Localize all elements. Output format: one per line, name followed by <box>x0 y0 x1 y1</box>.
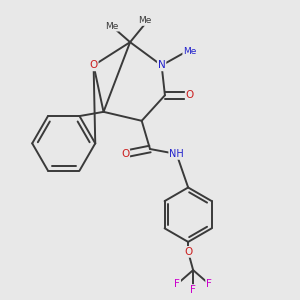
Text: O: O <box>89 60 98 70</box>
Text: Me: Me <box>105 22 119 31</box>
Text: F: F <box>206 279 212 289</box>
Text: N: N <box>158 60 166 70</box>
Text: F: F <box>190 285 196 295</box>
Text: F: F <box>174 279 180 289</box>
Text: O: O <box>186 90 194 100</box>
Text: O: O <box>121 149 129 159</box>
Text: Me: Me <box>138 16 152 25</box>
Text: Me: Me <box>183 47 196 56</box>
Text: O: O <box>184 247 192 257</box>
Text: NH: NH <box>169 149 184 159</box>
